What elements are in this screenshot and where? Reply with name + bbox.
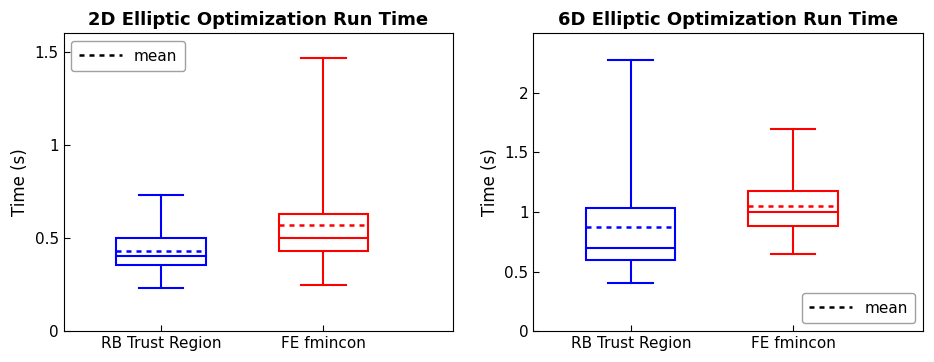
- Bar: [278, 214, 368, 251]
- Bar: [587, 208, 675, 260]
- Y-axis label: Time (s): Time (s): [481, 148, 499, 216]
- Title: 2D Elliptic Optimization Run Time: 2D Elliptic Optimization Run Time: [89, 11, 429, 29]
- Bar: [117, 238, 205, 265]
- Legend: mean: mean: [801, 293, 915, 323]
- Title: 6D Elliptic Optimization Run Time: 6D Elliptic Optimization Run Time: [559, 11, 899, 29]
- Bar: [748, 191, 838, 226]
- Legend: mean: mean: [71, 41, 185, 71]
- Y-axis label: Time (s): Time (s): [11, 148, 29, 216]
